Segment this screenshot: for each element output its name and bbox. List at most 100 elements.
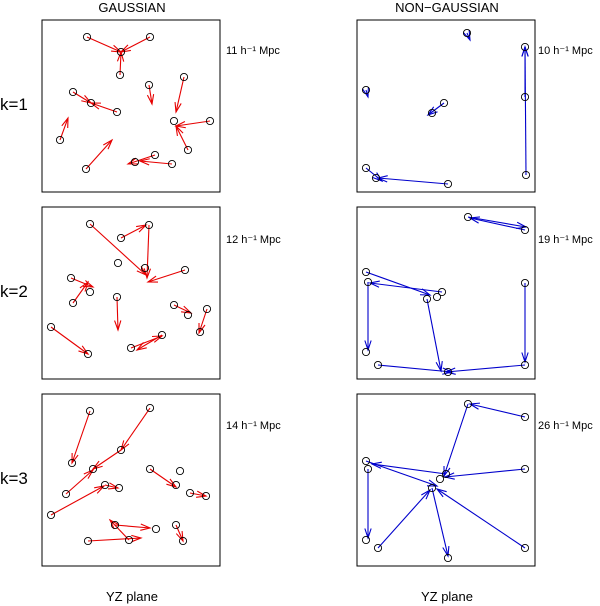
nongaussian-k2-arrow-8-head [444, 367, 456, 375]
nongaussian-k2-arrow-0-head [468, 216, 481, 224]
nongaussian-k3-arrow-4 [431, 487, 449, 557]
row-label-k1: k=1 [0, 95, 28, 114]
gaussian-column-title: GAUSSIAN [98, 0, 166, 15]
gaussian-k3-arrow-7 [50, 485, 105, 516]
gaussian-k1-arrow-4-head [89, 102, 102, 110]
gaussian-k3-point-3 [67, 458, 77, 468]
gaussian-k1-arrow-8 [175, 120, 211, 127]
nongaussian-column-title: NON−GAUSSIAN [395, 0, 499, 15]
gaussian-k2-arrow-5 [72, 281, 89, 304]
gaussian-k3-arrow-3 [149, 468, 177, 488]
nongaussian-k3-arrow-5 [371, 463, 447, 475]
gaussian-k3-point-0 [85, 406, 95, 416]
gaussian-k2-arrow-7-head [198, 322, 206, 335]
nongaussian-k3-arrow-4-head [442, 545, 450, 558]
gaussian-k1-point-3 [115, 70, 125, 80]
gaussian-k3-point-8 [100, 480, 110, 490]
nongaussian-k3-arrow-8 [436, 488, 526, 549]
gaussian-k1-point-0 [82, 32, 92, 42]
gaussian-k2-point-8 [68, 298, 78, 308]
gaussian-k1-arrow-0 [86, 36, 122, 53]
nongaussian-k3-arrow-0 [469, 403, 526, 418]
nongaussian-k1-point-8 [443, 179, 453, 189]
nongaussian-k2-arrow-1 [467, 216, 527, 228]
gaussian-k1-point-7 [179, 72, 189, 82]
gaussian-k3-point-7 [61, 489, 71, 499]
gaussian-k2-arrow-2-head [136, 224, 148, 233]
gaussian-k3-point-18 [124, 535, 134, 545]
gaussian-k3-point-5 [88, 464, 98, 474]
gaussian-k2-arrow-5-head [79, 280, 90, 292]
gaussian-k2-point-9 [112, 292, 122, 302]
nongaussian-k2-point-7 [520, 278, 530, 288]
gaussian-k1-point-10 [169, 116, 179, 126]
nongaussian-k2-point-11 [520, 360, 530, 370]
gaussian-k2-arrow-6 [116, 296, 119, 331]
nongaussian-k2-arrow-3-head [364, 340, 372, 352]
gaussian-k3-arrow-10 [87, 537, 142, 542]
nongaussian-k3-arrow-6 [444, 468, 526, 478]
gaussian-k3-arrow-8 [114, 524, 151, 529]
gaussian-k3-arrow-6 [189, 492, 207, 497]
nongaussian-k2-point-1 [520, 225, 530, 235]
gaussian-k2-arrow-9 [50, 326, 89, 355]
gaussian-k1-point-4 [68, 87, 78, 97]
gaussian-k2-point-10 [169, 300, 179, 310]
nongaussian-k2-arrow-5-head [368, 280, 380, 288]
gaussian-k1-point-11 [205, 116, 215, 126]
gaussian-k1-point-5 [86, 98, 96, 108]
gaussian-k2-arrow-7 [198, 308, 208, 334]
nongaussian-k2-point-6 [437, 287, 447, 297]
gaussian-scale-label-k3: 14 h⁻¹ Mpc [226, 420, 281, 432]
gaussian-k2-point-0 [85, 219, 95, 229]
nongaussian-k2-arrow-8 [445, 364, 526, 373]
nongaussian-k3-arrow-8-head [435, 488, 447, 498]
nongaussian-k2-point-10 [443, 367, 453, 377]
gaussian-k3-point-9 [114, 483, 124, 493]
nongaussian-k3-point-7 [520, 464, 530, 474]
gaussian-k1-point-16 [150, 150, 160, 160]
nongaussian-k3-point-4 [427, 483, 437, 493]
gaussian-k2-arrow-3 [147, 269, 186, 283]
gaussian-k3-point-6 [175, 466, 185, 476]
gaussian-k1-arrow-2-head [116, 50, 125, 62]
nongaussian-scale-label-k2: 19 h⁻¹ Mpc [538, 234, 593, 246]
gaussian-k3-point-1 [145, 403, 155, 413]
gaussian-scale-label-k1: 11 h⁻¹ Mpc [226, 45, 280, 57]
nongaussian-k1-arrow-0-head [462, 29, 471, 42]
gaussian-k2-arrow-10-head [151, 335, 164, 343]
gaussian-k3-arrow-0-head [71, 452, 79, 465]
nongaussian-k2-point-8 [361, 347, 371, 357]
gaussian-k1-arrow-1 [120, 36, 151, 53]
gaussian-k3-point-13 [46, 510, 56, 520]
gaussian-k1-point-2 [145, 32, 155, 42]
gaussian-k1-arrow-6-head [174, 101, 182, 114]
nongaussian-k1-arrow-2-head [521, 45, 529, 57]
gaussian-k1-point-9 [55, 135, 65, 145]
gaussian-k2-point-7 [85, 287, 95, 297]
nongaussian-k2-arrow-2 [365, 271, 431, 296]
gaussian-k3-arrow-8-head [140, 523, 152, 531]
nongaussian-k3-point-3 [363, 464, 373, 474]
nongaussian-k2-point-5 [432, 292, 442, 302]
nongaussian-k1-point-9 [521, 170, 531, 180]
gaussian-k1-point-1 [116, 47, 126, 57]
nongaussian-k2-point-4 [422, 294, 432, 304]
gaussian-k1-point-8 [112, 107, 122, 117]
gaussian-k1-point-14 [130, 157, 140, 167]
gaussian-x-axis-label: YZ plane [105, 589, 159, 604]
gaussian-k1-arrow-9 [175, 125, 189, 151]
nongaussian-k1-arrow-5 [377, 177, 449, 185]
nongaussian-k3-arrow-7-head [421, 488, 432, 500]
gaussian-k1-arrow-11-head [138, 158, 150, 166]
gaussian-k1-arrow-10 [85, 139, 113, 170]
gaussian-k2-point-17 [195, 327, 205, 337]
nongaussian-k2-panel-frame [356, 206, 536, 380]
gaussian-k3-arrow-1-head [120, 440, 130, 452]
gaussian-k1-point-15 [167, 159, 177, 169]
nongaussian-k3-point-9 [373, 543, 383, 553]
gaussian-k2-arrow-11-head [135, 342, 147, 351]
gaussian-k1-arrow-3-head [81, 95, 93, 104]
gaussian-scale-label-k2: 12 h⁻¹ Mpc [226, 234, 281, 246]
gaussian-k2-point-5 [180, 265, 190, 275]
